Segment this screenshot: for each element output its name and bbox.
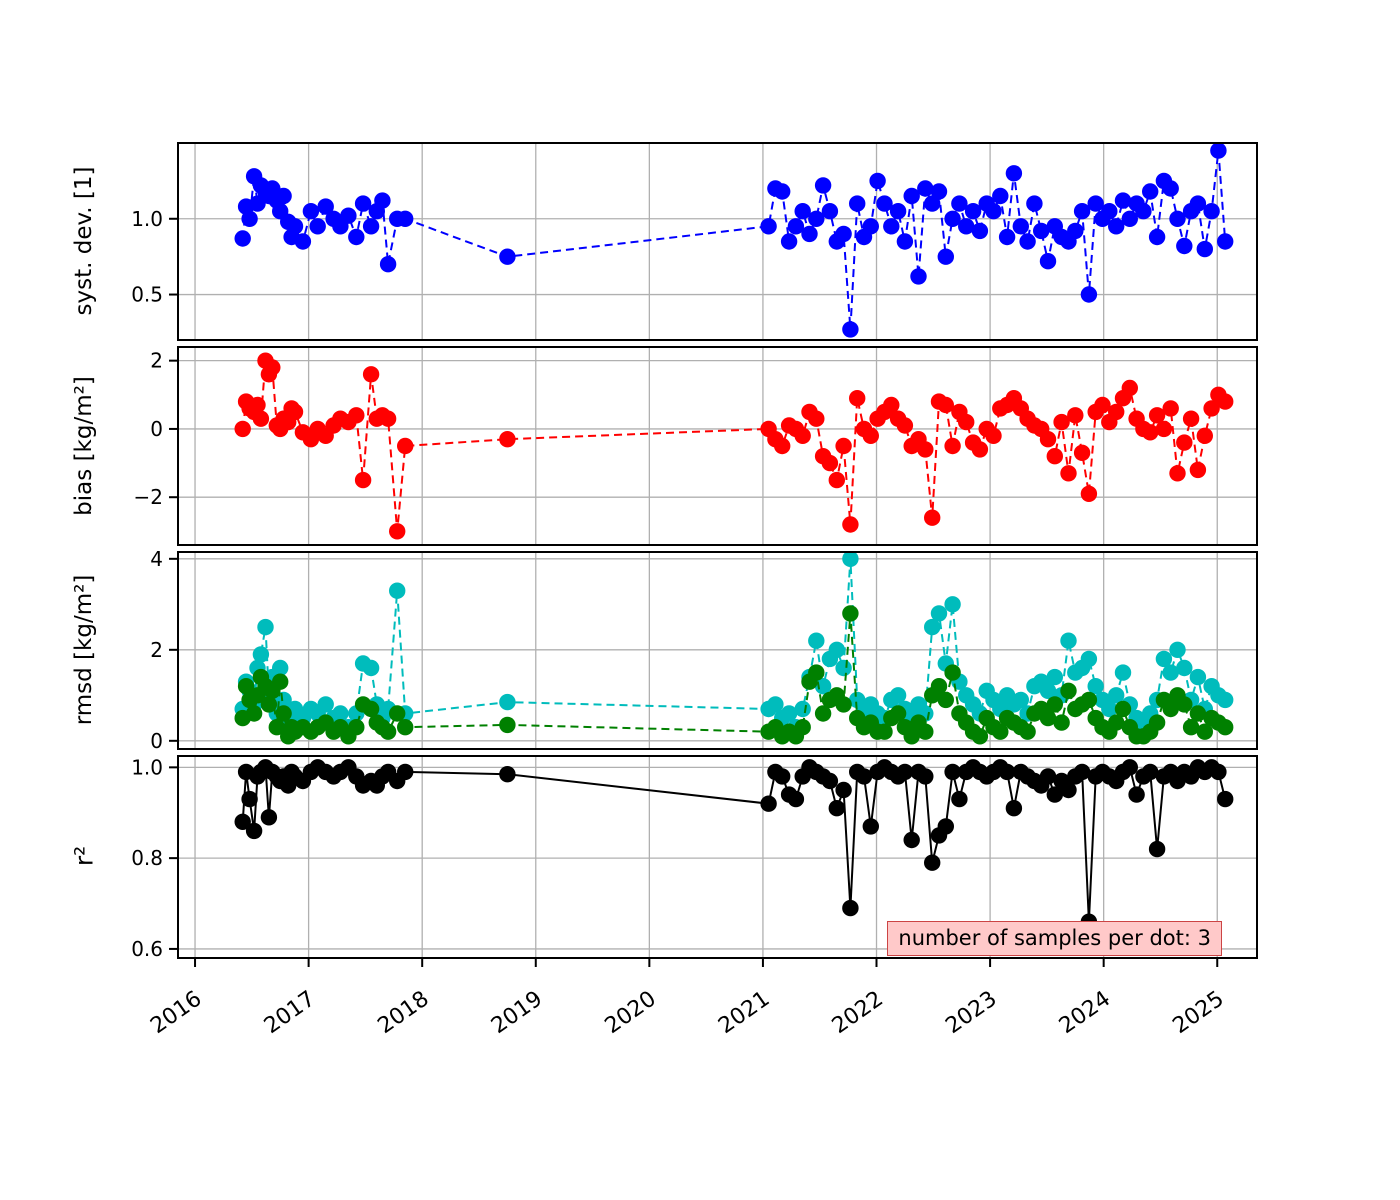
subplot-3: 0.6 0.8 1.0 2016 2017 2018 2019 2020 2021 2022 202…	[131, 755, 1258, 1039]
svg-text:2021: 2021	[714, 986, 774, 1039]
svg-text:0.6: 0.6	[131, 937, 163, 961]
ylabel-syst-dev: syst. dev. [1]	[71, 166, 97, 316]
svg-text:2019: 2019	[487, 986, 547, 1039]
svg-text:2016: 2016	[146, 986, 206, 1039]
subplot-1: −2 0 2	[134, 346, 1258, 546]
svg-text:2017: 2017	[260, 986, 320, 1039]
svg-text:2020: 2020	[601, 986, 661, 1039]
svg-text:0.8: 0.8	[131, 846, 163, 870]
svg-text:0: 0	[150, 417, 163, 441]
ylabel-r2: r²	[69, 845, 99, 867]
ylabel-bias: bias [kg/m²]	[71, 376, 97, 516]
svg-text:2: 2	[150, 638, 163, 662]
svg-text:0.5: 0.5	[131, 283, 163, 307]
subplot-2: 0 2 4	[150, 547, 1258, 753]
svg-text:2024: 2024	[1055, 986, 1115, 1039]
svg-text:2: 2	[150, 349, 163, 373]
svg-text:2025: 2025	[1168, 986, 1228, 1039]
subplot-0: 0.5 1.0	[131, 142, 1258, 341]
svg-text:1.0: 1.0	[131, 207, 163, 231]
svg-text:2023: 2023	[941, 986, 1001, 1039]
svg-text:4: 4	[150, 547, 163, 571]
svg-text:0: 0	[150, 729, 163, 753]
svg-text:1.0: 1.0	[131, 755, 163, 779]
ylabel-rmsd: rmsd [kg/m²]	[71, 574, 97, 726]
samples-per-dot-note: number of samples per dot: 3	[887, 921, 1222, 956]
svg-text:−2: −2	[134, 485, 163, 509]
svg-text:2018: 2018	[373, 986, 433, 1039]
svg-text:2022: 2022	[828, 986, 888, 1039]
